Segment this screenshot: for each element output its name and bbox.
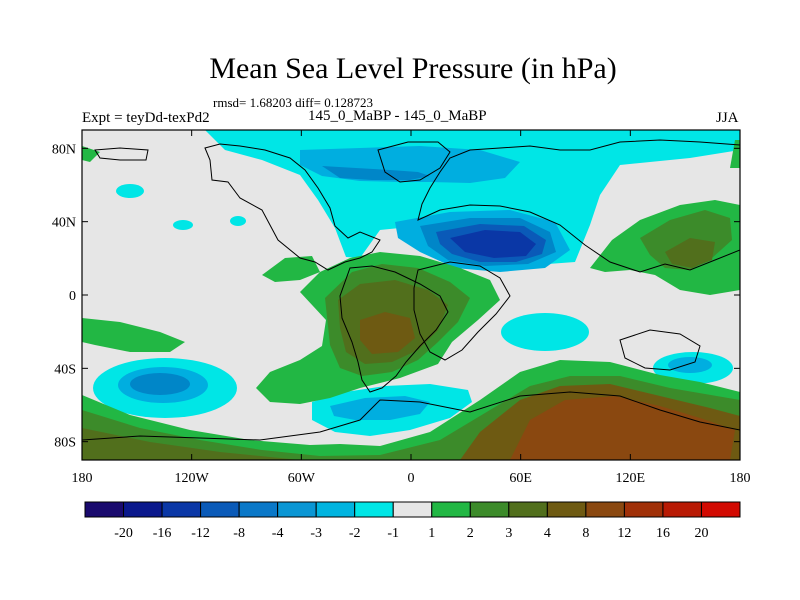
north-america-coast xyxy=(204,143,381,271)
gulf-low xyxy=(116,184,144,198)
southern-high-5 xyxy=(510,396,735,460)
colorbar-label: 20 xyxy=(694,526,708,541)
colorbar-swatch xyxy=(84,501,125,518)
colorbar-swatch xyxy=(392,501,433,518)
colorbar-swatch xyxy=(700,501,741,518)
x-tick-label: 60E xyxy=(509,471,532,486)
indian-ocean-low xyxy=(501,313,589,351)
colorbar-label: -8 xyxy=(233,526,245,541)
x-tick-label: 120E xyxy=(616,471,646,486)
experiment-diff-label: 145_0_MaBP - 145_0_MaBP xyxy=(308,108,487,124)
southern-ocean-low-2 xyxy=(330,396,430,420)
australia-coast xyxy=(619,329,701,371)
colorbar-swatch xyxy=(469,501,510,518)
sw-pacific-high xyxy=(82,318,185,352)
colorbar-label: -12 xyxy=(191,526,210,541)
colorbar-label: 2 xyxy=(467,526,474,541)
colorbar-swatch xyxy=(354,501,394,518)
n-pacific-high xyxy=(82,146,100,162)
x-tick-label: 180 xyxy=(730,471,751,486)
se-pacific-low-2 xyxy=(668,357,712,373)
y-axis: 80N 40N 0 40S 80S xyxy=(52,142,740,451)
colorbar-swatch xyxy=(431,501,471,518)
arctic-islands-coast xyxy=(94,147,149,161)
arctic-low-contour-3 xyxy=(322,166,430,180)
atlantic-small-low xyxy=(230,216,246,226)
colorbar-label: -4 xyxy=(272,526,284,541)
colorbar-swatch xyxy=(546,501,587,518)
y-tick-label: 40S xyxy=(54,362,76,377)
x-tick-label: 180 xyxy=(72,471,93,486)
eurasia-low-contour-4 xyxy=(450,230,536,258)
chart-title: Mean Sea Level Pressure (in hPa) xyxy=(209,52,617,85)
colorbar-swatch xyxy=(315,501,356,518)
antarctica-coast xyxy=(82,391,740,441)
colorbar-swatch xyxy=(123,501,163,518)
pacific-small-low xyxy=(173,220,193,230)
x-tick-label: 120W xyxy=(175,471,210,486)
season-label: JJA xyxy=(716,110,739,126)
equatorial-high-4 xyxy=(360,312,415,354)
colorbar-label: -2 xyxy=(349,526,361,541)
colorbar-swatch xyxy=(623,501,664,518)
colorbar-swatch xyxy=(200,501,240,518)
colorbar-swatch xyxy=(585,501,625,518)
southern-high-3 xyxy=(82,428,300,460)
colorbar-swatch xyxy=(161,501,202,518)
y-tick-label: 80S xyxy=(54,436,76,451)
x-axis: 180 120W 60W 0 60E 120E 180 xyxy=(72,130,751,486)
experiment-label: Expt = teyDd-texPd2 xyxy=(82,110,210,126)
n-atlantic-high xyxy=(262,256,320,282)
colorbar-label: 8 xyxy=(582,526,589,541)
colorbar-label: 4 xyxy=(544,526,551,541)
coastlines xyxy=(82,139,740,441)
africa-coast xyxy=(413,261,511,361)
x-tick-label: 0 xyxy=(408,471,415,486)
colorbar-swatch xyxy=(662,501,702,518)
colorbar-label: 12 xyxy=(617,526,631,541)
colorbar-swatch xyxy=(508,501,548,518)
x-tick-label: 60W xyxy=(288,471,316,486)
colorbar: -20 -16 -12 -8 -4 -3 -2 -1 1 2 3 4 8 12 16 20 xyxy=(84,501,741,541)
y-tick-label: 0 xyxy=(69,289,76,304)
colorbar-label: -16 xyxy=(153,526,172,541)
greenland-coast xyxy=(377,141,451,183)
colorbar-label: 16 xyxy=(656,526,670,541)
colorbar-swatch xyxy=(277,501,317,518)
eurasia-coast xyxy=(417,139,740,273)
y-tick-label: 40N xyxy=(52,216,76,231)
colorbar-label: -3 xyxy=(310,526,322,541)
colorbar-label: 1 xyxy=(428,526,435,541)
stats-line: rmsd= 1.68203 diff= 0.128723 xyxy=(213,95,373,110)
colorbar-swatch xyxy=(238,501,279,518)
colorbar-label: 3 xyxy=(505,526,512,541)
asia-high-3 xyxy=(665,238,715,268)
siberia-high xyxy=(730,140,740,168)
pressure-field xyxy=(82,130,740,460)
y-tick-label: 80N xyxy=(52,142,76,157)
colorbar-label: -20 xyxy=(114,526,133,541)
colorbar-label: -1 xyxy=(387,526,399,541)
south-pacific-low-3 xyxy=(130,373,190,395)
